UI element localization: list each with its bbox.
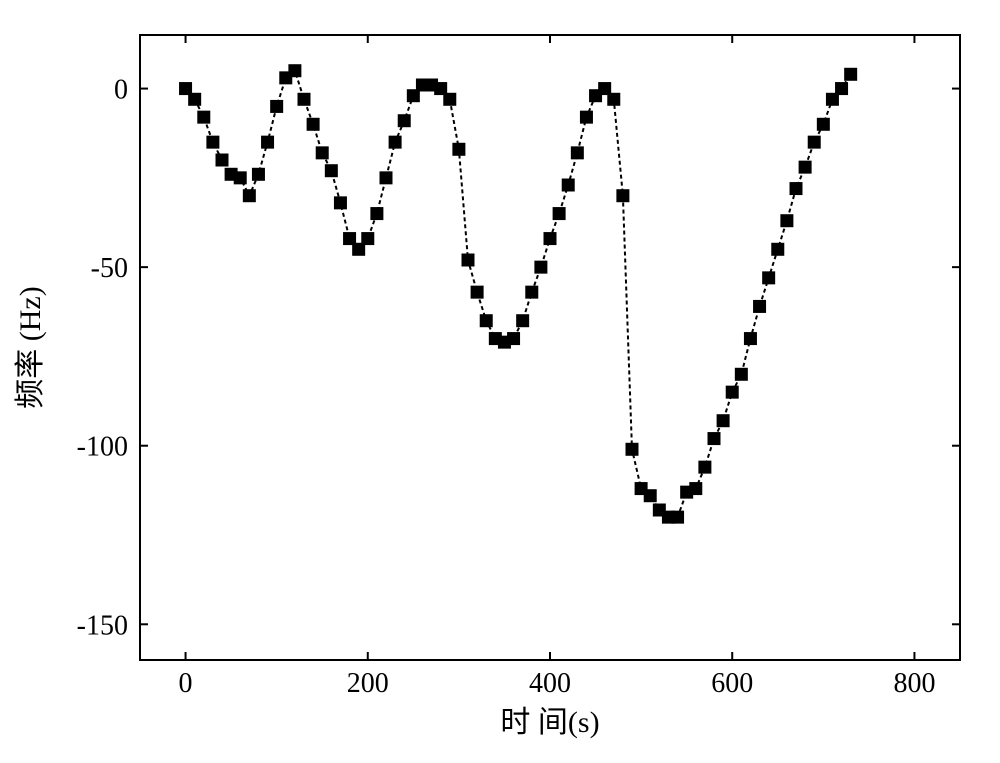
data-marker xyxy=(371,208,383,220)
data-marker xyxy=(808,136,820,148)
data-marker xyxy=(817,118,829,130)
data-marker xyxy=(252,168,264,180)
x-axis-label: 时 间(s) xyxy=(500,706,599,739)
data-marker xyxy=(617,190,629,202)
data-marker xyxy=(754,300,766,312)
data-marker xyxy=(845,68,857,80)
data-marker xyxy=(407,90,419,102)
data-marker xyxy=(535,261,547,273)
data-marker xyxy=(790,183,802,195)
data-marker xyxy=(453,143,465,155)
data-marker xyxy=(435,83,447,95)
data-marker xyxy=(198,111,210,123)
data-marker xyxy=(571,147,583,159)
chart-svg: 0 200 400 600 800 -150 -100 -50 0 时 间(s) 频率 (Hz) xyxy=(0,0,1000,763)
data-marker xyxy=(307,118,319,130)
data-marker xyxy=(389,136,401,148)
data-marker xyxy=(298,93,310,105)
x-tick-label: 400 xyxy=(529,668,571,699)
data-marker xyxy=(334,197,346,209)
data-marker xyxy=(234,172,246,184)
data-marker xyxy=(344,233,356,245)
data-marker xyxy=(699,461,711,473)
data-marker xyxy=(508,333,520,345)
data-marker xyxy=(471,286,483,298)
data-marker xyxy=(763,272,775,284)
data-marker xyxy=(608,93,620,105)
data-marker xyxy=(544,233,556,245)
data-marker xyxy=(562,179,574,191)
data-marker xyxy=(826,93,838,105)
x-tick-label: 800 xyxy=(893,668,935,699)
data-marker xyxy=(708,433,720,445)
data-marker xyxy=(580,111,592,123)
data-marker xyxy=(207,136,219,148)
data-marker xyxy=(735,368,747,380)
data-marker xyxy=(353,243,365,255)
data-marker xyxy=(243,190,255,202)
data-marker xyxy=(626,443,638,455)
data-marker xyxy=(599,83,611,95)
y-axis-label: 频率 (Hz) xyxy=(14,286,47,408)
y-tick-label: -50 xyxy=(91,253,128,284)
data-marker xyxy=(480,315,492,327)
data-marker xyxy=(726,386,738,398)
data-marker xyxy=(690,483,702,495)
y-tick-label: -100 xyxy=(77,432,128,463)
data-marker xyxy=(462,254,474,266)
data-marker xyxy=(262,136,274,148)
data-marker xyxy=(553,208,565,220)
data-marker xyxy=(517,315,529,327)
data-marker xyxy=(799,161,811,173)
data-marker xyxy=(672,511,684,523)
data-marker xyxy=(180,83,192,95)
data-marker xyxy=(362,233,374,245)
data-marker xyxy=(772,243,784,255)
y-tick-label: -150 xyxy=(77,610,128,641)
data-marker xyxy=(189,93,201,105)
data-marker xyxy=(644,490,656,502)
data-marker xyxy=(444,93,456,105)
data-marker xyxy=(744,333,756,345)
data-marker xyxy=(717,415,729,427)
data-marker xyxy=(271,100,283,112)
y-tick-label: 0 xyxy=(114,75,128,106)
data-marker xyxy=(316,147,328,159)
x-tick-label: 600 xyxy=(711,668,753,699)
data-marker xyxy=(526,286,538,298)
chart-container: 0 200 400 600 800 -150 -100 -50 0 时 间(s) 频率 (Hz) xyxy=(0,0,1000,763)
x-tick-label: 200 xyxy=(347,668,389,699)
data-marker xyxy=(781,215,793,227)
x-tick-label: 0 xyxy=(179,668,193,699)
data-marker xyxy=(836,83,848,95)
data-marker xyxy=(380,172,392,184)
data-marker xyxy=(398,115,410,127)
data-marker xyxy=(216,154,228,166)
data-marker xyxy=(289,65,301,77)
data-marker xyxy=(325,165,337,177)
